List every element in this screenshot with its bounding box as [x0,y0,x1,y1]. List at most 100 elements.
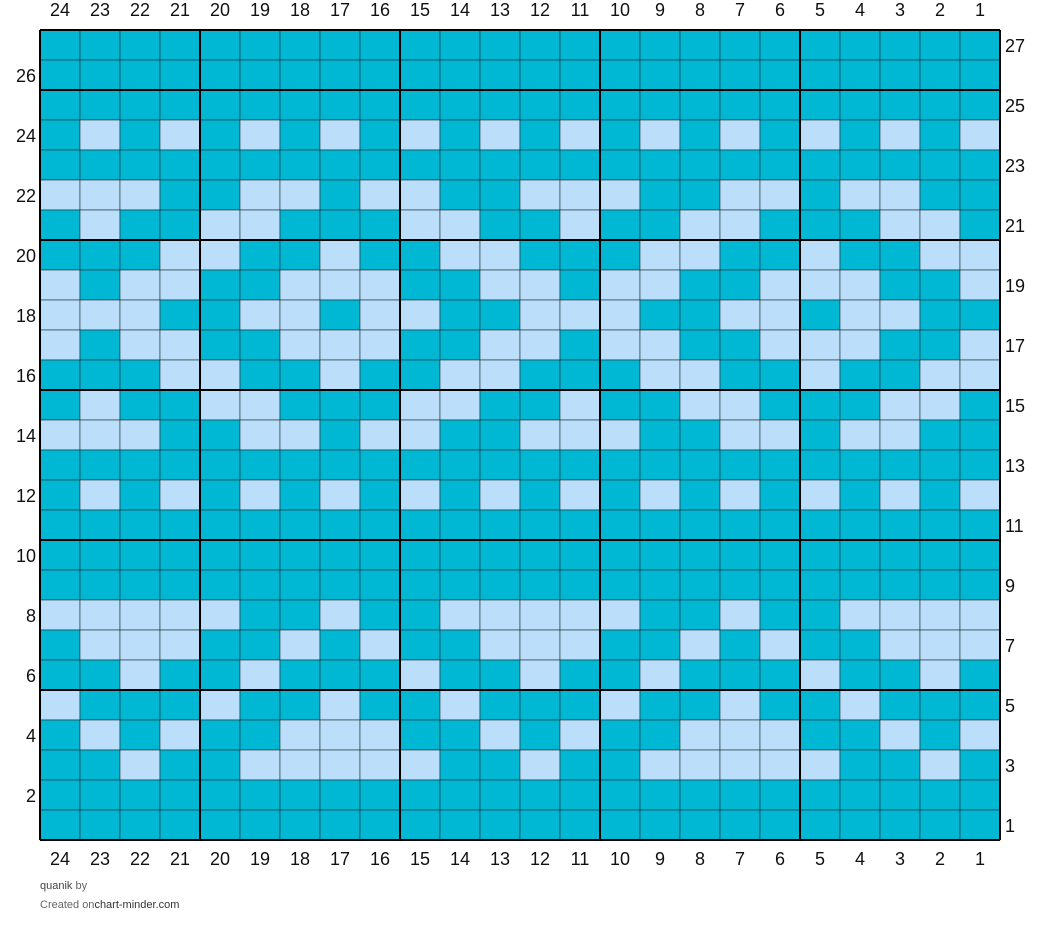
stitch-light [799,479,841,511]
stitch-dark [559,449,601,481]
row-number-right: 21 [1005,216,1025,236]
stitch-dark [839,749,881,781]
stitch-light [919,209,961,241]
stitch-dark [479,749,521,781]
stitch-light [199,209,241,241]
stitch-dark [599,449,641,481]
stitch-dark [119,29,161,61]
column-number-bottom: 22 [130,849,150,869]
stitch-dark [719,239,761,271]
stitch-dark [399,239,441,271]
stitch-light [159,479,201,511]
stitch-dark [759,779,801,811]
stitch-light [39,419,81,451]
stitch-light [879,629,921,661]
stitch-dark [239,239,281,271]
stitch-light [79,629,121,661]
stitch-light [679,359,721,391]
footer-site-link[interactable]: chart-minder.com [94,899,180,911]
stitch-dark [839,659,881,691]
column-number-top: 15 [410,0,430,20]
stitch-dark [79,149,121,181]
stitch-dark [239,59,281,91]
stitch-dark [759,599,801,631]
stitch-light [119,599,161,631]
stitch-dark [399,329,441,361]
stitch-light [359,419,401,451]
stitch-dark [159,509,201,541]
stitch-dark [919,479,961,511]
stitch-dark [959,689,1001,721]
stitch-dark [959,299,1001,331]
stitch-dark [599,209,641,241]
stitch-light [79,119,121,151]
stitch-dark [239,809,281,841]
row-number-left: 4 [26,726,36,746]
stitch-dark [679,329,721,361]
stitch-dark [519,449,561,481]
stitch-dark [679,59,721,91]
stitch-light [439,689,481,721]
stitch-dark [359,149,401,181]
stitch-dark [799,509,841,541]
column-number-bottom: 16 [370,849,390,869]
stitch-dark [279,89,321,121]
stitch-dark [399,89,441,121]
stitch-dark [839,479,881,511]
stitch-light [399,419,441,451]
stitch-dark [359,779,401,811]
stitch-dark [199,749,241,781]
stitch-dark [239,779,281,811]
stitch-dark [519,29,561,61]
stitch-dark [919,779,961,811]
stitch-dark [919,809,961,841]
column-number-top: 4 [855,0,865,20]
stitch-light [199,359,241,391]
column-number-top: 5 [815,0,825,20]
stitch-dark [199,629,241,661]
stitch-dark [759,209,801,241]
stitch-dark [599,569,641,601]
column-number-bottom: 5 [815,849,825,869]
stitch-dark [39,89,81,121]
stitch-dark [119,539,161,571]
stitch-light [399,209,441,241]
stitch-light [839,329,881,361]
stitch-dark [839,149,881,181]
stitch-dark [199,449,241,481]
row-number-left: 14 [16,426,36,446]
stitch-dark [479,149,521,181]
stitch-dark [79,779,121,811]
stitch-light [959,119,1001,151]
stitch-light [519,299,561,331]
stitch-dark [799,629,841,661]
column-number-top: 10 [610,0,630,20]
stitch-light [519,659,561,691]
stitch-light [519,419,561,451]
column-number-top: 2 [935,0,945,20]
stitch-dark [159,89,201,121]
stitch-dark [119,119,161,151]
stitch-dark [319,419,361,451]
stitch-dark [919,689,961,721]
stitch-dark [79,269,121,301]
stitch-dark [959,149,1001,181]
stitch-dark [759,239,801,271]
column-number-bottom: 23 [90,849,110,869]
stitch-light [39,599,81,631]
stitch-dark [159,809,201,841]
stitch-dark [719,569,761,601]
stitch-light [799,659,841,691]
stitch-light [479,629,521,661]
stitch-dark [679,269,721,301]
stitch-light [439,599,481,631]
stitch-dark [759,509,801,541]
stitch-light [319,119,361,151]
chart-author: quanik [40,880,73,892]
stitch-light [519,629,561,661]
stitch-dark [559,779,601,811]
stitch-light [439,389,481,421]
stitch-dark [519,689,561,721]
stitch-light [479,269,521,301]
stitch-dark [719,809,761,841]
